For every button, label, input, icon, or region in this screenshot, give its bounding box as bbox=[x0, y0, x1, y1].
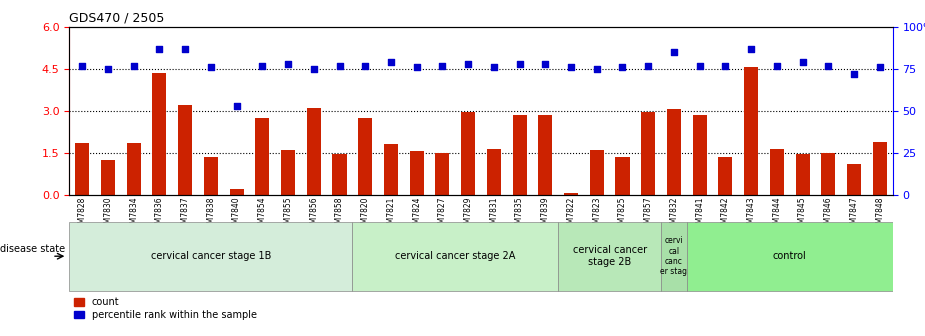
Point bbox=[615, 65, 630, 70]
Bar bbox=[538, 115, 552, 195]
Bar bbox=[487, 149, 501, 195]
Point bbox=[280, 61, 295, 67]
Point bbox=[435, 63, 450, 68]
Bar bbox=[179, 105, 192, 195]
Point bbox=[589, 66, 604, 72]
Point bbox=[178, 46, 192, 51]
Bar bbox=[410, 152, 424, 195]
Point bbox=[101, 66, 116, 72]
Point bbox=[512, 61, 527, 67]
Legend: count, percentile rank within the sample: count, percentile rank within the sample bbox=[74, 297, 257, 320]
Point bbox=[255, 63, 270, 68]
Bar bbox=[872, 142, 887, 195]
Text: cervi
cal
canc
er stag: cervi cal canc er stag bbox=[660, 236, 687, 276]
Bar bbox=[436, 153, 450, 195]
Bar bbox=[358, 118, 372, 195]
Point bbox=[127, 63, 142, 68]
Bar bbox=[796, 154, 809, 195]
Text: control: control bbox=[773, 251, 807, 261]
Point bbox=[487, 65, 501, 70]
Bar bbox=[281, 150, 295, 195]
Point bbox=[563, 65, 578, 70]
Point bbox=[538, 61, 553, 67]
FancyBboxPatch shape bbox=[558, 221, 661, 291]
Text: cervical cancer stage 2A: cervical cancer stage 2A bbox=[395, 251, 515, 261]
Bar bbox=[847, 164, 861, 195]
Bar bbox=[615, 157, 630, 195]
Bar bbox=[821, 153, 835, 195]
Text: GDS470 / 2505: GDS470 / 2505 bbox=[69, 11, 165, 24]
Bar bbox=[384, 144, 398, 195]
Point bbox=[872, 65, 887, 70]
Bar bbox=[332, 154, 347, 195]
FancyBboxPatch shape bbox=[661, 221, 686, 291]
Bar bbox=[641, 112, 655, 195]
Point bbox=[692, 63, 707, 68]
Bar bbox=[667, 110, 681, 195]
Text: cervical cancer stage 1B: cervical cancer stage 1B bbox=[151, 251, 271, 261]
Point bbox=[796, 59, 810, 65]
Point bbox=[409, 65, 424, 70]
Bar bbox=[307, 108, 321, 195]
Bar bbox=[204, 157, 218, 195]
Point bbox=[846, 71, 861, 77]
Text: disease state: disease state bbox=[0, 244, 65, 254]
Bar bbox=[255, 118, 269, 195]
Bar bbox=[744, 68, 758, 195]
Point bbox=[75, 63, 90, 68]
Bar bbox=[75, 143, 90, 195]
FancyBboxPatch shape bbox=[69, 221, 352, 291]
FancyBboxPatch shape bbox=[686, 221, 893, 291]
Point bbox=[770, 63, 784, 68]
Point bbox=[718, 63, 733, 68]
Bar bbox=[127, 143, 141, 195]
Bar bbox=[770, 149, 783, 195]
Point bbox=[461, 61, 475, 67]
Point bbox=[204, 65, 218, 70]
Bar bbox=[512, 115, 526, 195]
Point bbox=[820, 63, 835, 68]
Bar bbox=[461, 112, 475, 195]
Bar bbox=[590, 150, 604, 195]
Point bbox=[229, 103, 244, 109]
Point bbox=[744, 46, 758, 51]
Text: cervical cancer
stage 2B: cervical cancer stage 2B bbox=[573, 245, 647, 267]
Point bbox=[641, 63, 656, 68]
Bar bbox=[693, 115, 707, 195]
Point bbox=[306, 66, 321, 72]
Bar bbox=[101, 160, 115, 195]
Point bbox=[358, 63, 373, 68]
Bar bbox=[229, 189, 243, 195]
Point bbox=[384, 59, 399, 65]
Point bbox=[667, 49, 682, 55]
Bar bbox=[719, 157, 733, 195]
Point bbox=[332, 63, 347, 68]
Bar bbox=[564, 194, 578, 195]
FancyBboxPatch shape bbox=[352, 221, 558, 291]
Bar bbox=[153, 73, 166, 195]
Point bbox=[152, 46, 166, 51]
